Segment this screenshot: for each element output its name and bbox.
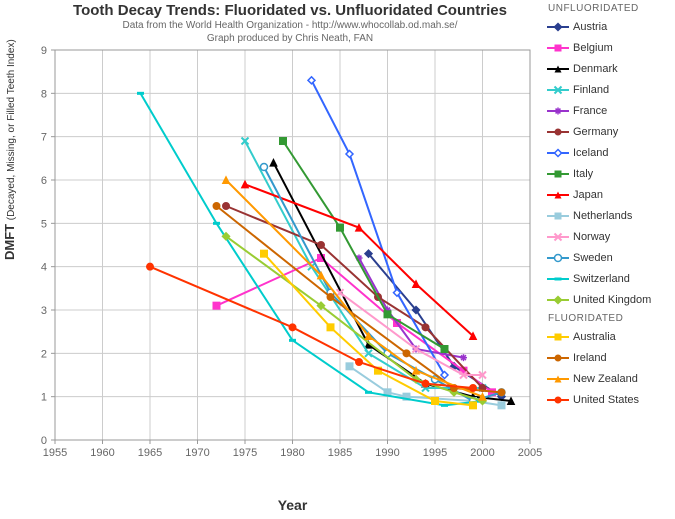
svg-text:8: 8 <box>41 88 47 100</box>
legend-item: United States <box>546 389 671 410</box>
svg-text:2: 2 <box>41 348 47 360</box>
legend-label: New Zealand <box>573 373 638 385</box>
legend-item: Netherlands <box>546 205 671 226</box>
legend-item: United Kingdom <box>546 289 671 310</box>
legend-label: Japan <box>573 189 603 201</box>
legend-label: Norway <box>573 231 610 243</box>
svg-text:1955: 1955 <box>43 447 67 459</box>
svg-text:2005: 2005 <box>518 447 542 459</box>
chart-subtitle-2: Graph produced by Chris Neath, FAN <box>40 32 540 45</box>
legend-label: France <box>573 105 607 117</box>
legend-label: Netherlands <box>573 210 632 222</box>
legend-label: Ireland <box>573 352 607 364</box>
series-sweden <box>261 164 506 405</box>
legend-group-header: FLUORIDATED <box>548 313 671 324</box>
legend-group-header: UNFLUORIDATED <box>548 3 671 14</box>
series-germany <box>223 203 487 392</box>
legend-item: Belgium <box>546 37 671 58</box>
svg-text:4: 4 <box>41 262 47 274</box>
svg-text:1980: 1980 <box>280 447 304 459</box>
legend-label: Sweden <box>573 252 613 264</box>
legend-item: Germany <box>546 121 671 142</box>
legend-item: Australia <box>546 326 671 347</box>
legend-item: Austria <box>546 16 671 37</box>
svg-text:5: 5 <box>41 218 47 230</box>
svg-text:1965: 1965 <box>138 447 162 459</box>
y-axis-label-main: DMFT <box>2 224 17 260</box>
legend-label: Denmark <box>573 63 618 75</box>
y-axis-label-sub: (Decayed, Missing, or Filled Teeth Index… <box>6 39 17 220</box>
y-axis-label: DMFT (Decayed, Missing, or Filled Teeth … <box>2 39 17 260</box>
legend-item: Denmark <box>546 58 671 79</box>
svg-text:7: 7 <box>41 132 47 144</box>
legend-item: Norway <box>546 226 671 247</box>
chart-subtitle-1: Data from the World Health Organization … <box>40 19 540 32</box>
legend-item: Iceland <box>546 142 671 163</box>
legend-label: Belgium <box>573 42 613 54</box>
svg-text:0: 0 <box>41 435 47 447</box>
svg-text:9: 9 <box>41 45 47 57</box>
svg-text:1990: 1990 <box>375 447 399 459</box>
svg-text:1985: 1985 <box>328 447 352 459</box>
legend: UNFLUORIDATED Austria Belgium Denmark Finlan… <box>546 0 671 410</box>
x-axis-label: Year <box>55 497 530 513</box>
legend-label: Austria <box>573 21 607 33</box>
chart-title: Tooth Decay Trends: Fluoridated vs. Unfl… <box>40 2 540 19</box>
svg-text:2000: 2000 <box>470 447 494 459</box>
plot-svg: 0123456789195519601965197019751980198519… <box>55 50 530 465</box>
legend-label: Switzerland <box>573 273 630 285</box>
svg-text:1995: 1995 <box>423 447 447 459</box>
legend-item: Sweden <box>546 247 671 268</box>
plot-area: 0123456789195519601965197019751980198519… <box>55 50 530 465</box>
legend-item: Finland <box>546 79 671 100</box>
svg-text:1: 1 <box>41 392 47 404</box>
legend-label: United Kingdom <box>573 294 651 306</box>
svg-text:3: 3 <box>41 305 47 317</box>
svg-text:1970: 1970 <box>185 447 209 459</box>
svg-text:6: 6 <box>41 175 47 187</box>
legend-label: United States <box>573 394 639 406</box>
legend-item: Ireland <box>546 347 671 368</box>
chart-wrapper: { "title": "Tooth Decay Trends: Fluorida… <box>0 0 675 519</box>
legend-item: Japan <box>546 184 671 205</box>
legend-item: Italy <box>546 163 671 184</box>
legend-item: France <box>546 100 671 121</box>
legend-label: Italy <box>573 168 593 180</box>
legend-item: Switzerland <box>546 268 671 289</box>
legend-label: Germany <box>573 126 618 138</box>
title-block: Tooth Decay Trends: Fluoridated vs. Unfl… <box>40 2 540 45</box>
legend-item: New Zealand <box>546 368 671 389</box>
legend-label: Finland <box>573 84 609 96</box>
svg-text:1960: 1960 <box>90 447 114 459</box>
svg-text:1975: 1975 <box>233 447 257 459</box>
legend-label: Iceland <box>573 147 608 159</box>
legend-label: Australia <box>573 331 616 343</box>
